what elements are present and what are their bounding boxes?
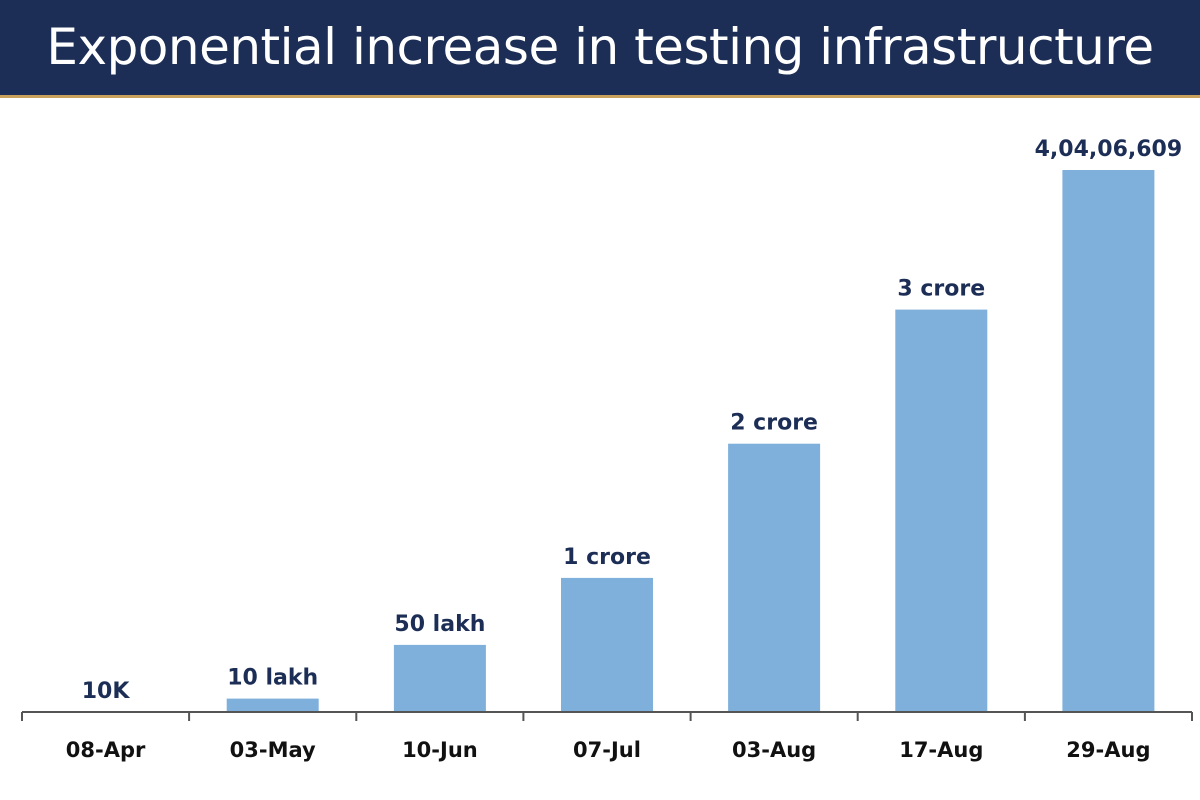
x-tick-label-17-Aug: 17-Aug <box>899 738 983 762</box>
x-tick-label-03-Aug: 03-Aug <box>732 738 816 762</box>
bar-07-Jul <box>561 577 653 712</box>
data-label-08-Apr: 10K <box>82 679 131 704</box>
title-bar: Exponential increase in testing infrastr… <box>0 0 1200 98</box>
data-label-03-May: 10 lakh <box>227 666 318 691</box>
data-label-10-Jun: 50 lakh <box>394 612 485 637</box>
page-title: Exponential increase in testing infrastr… <box>46 18 1154 76</box>
x-tick-label-07-Jul: 07-Jul <box>573 738 641 762</box>
data-label-03-Aug: 2 crore <box>730 411 818 436</box>
bar-03-Aug <box>728 443 821 712</box>
bar-03-May <box>226 698 319 712</box>
bars-group <box>59 170 1155 712</box>
x-tick-label-08-Apr: 08-Apr <box>66 738 146 762</box>
data-label-29-Aug: 4,04,06,609 <box>1035 137 1183 162</box>
bar-17-Aug <box>895 309 988 712</box>
x-axis-ticks-group <box>21 712 1193 721</box>
bar-10-Jun <box>393 644 486 712</box>
data-label-07-Jul: 1 crore <box>563 545 651 570</box>
x-tick-label-03-May: 03-May <box>230 738 316 762</box>
x-tick-label-29-Aug: 29-Aug <box>1066 738 1150 762</box>
data-labels-group: 10K 10 lakh 50 lakh 1 crore 2 crore 3 crore 4,… <box>82 137 1182 704</box>
bar-29-Aug <box>1062 170 1155 712</box>
x-tick-label-10-Jun: 10-Jun <box>402 738 478 762</box>
x-axis-tick-labels-group: 08-Apr 03-May 10-Jun 07-Jul 03-Aug 17-Aug 29-A… <box>66 738 1151 762</box>
data-label-17-Aug: 3 crore <box>897 277 985 302</box>
